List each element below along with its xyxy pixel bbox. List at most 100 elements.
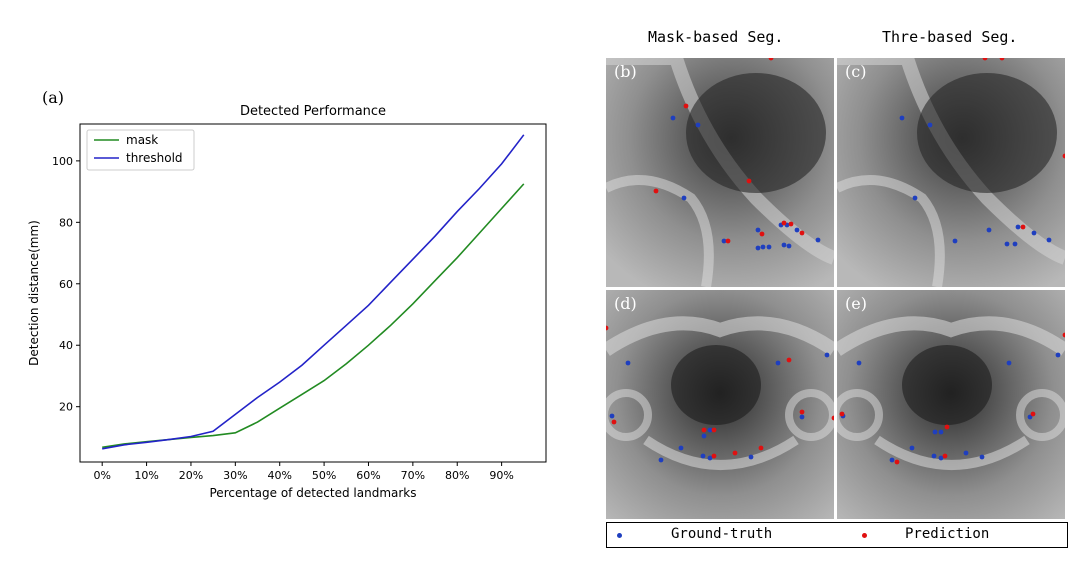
prediction-marker (942, 453, 948, 459)
ground-truth-marker (670, 115, 676, 121)
bone-contour (837, 316, 1065, 356)
ground-truth-marker (775, 360, 781, 366)
prediction-marker (786, 357, 792, 363)
chart-legend: mask threshold (86, 129, 195, 171)
ground-truth-marker (909, 445, 915, 451)
ground-truth-marker (932, 429, 938, 435)
ground-truth-marker (938, 455, 944, 461)
y-tick-label: 80 (59, 216, 73, 229)
prediction-marker (799, 230, 805, 236)
col-title-thre: Thre-based Seg. (882, 28, 1018, 46)
pelvic-cavity (686, 73, 826, 193)
panel-b-label: (b) (614, 62, 637, 81)
ground-truth-marker (899, 115, 905, 121)
x-axis-label: Percentage of detected landmarks (210, 486, 417, 500)
ground-truth-marker (938, 429, 944, 435)
bone-contour (643, 435, 799, 470)
series-lines (102, 134, 525, 450)
x-tick-label: 40% (267, 469, 291, 482)
ground-truth-marker (1015, 224, 1021, 230)
ground-truth-label: Ground-truth (671, 526, 773, 542)
ground-truth-marker (760, 244, 766, 250)
ground-truth-marker (927, 122, 933, 128)
x-tick-label: 20% (179, 469, 203, 482)
pelvic-cavity (902, 345, 992, 425)
pelvic-cavity (917, 73, 1057, 193)
ground-truth-marker (755, 227, 761, 233)
prediction-marker (788, 221, 794, 227)
ground-truth-marker (952, 238, 958, 244)
xray-panel-d: (d) (606, 290, 834, 519)
legend-label-mask: mask (126, 133, 158, 147)
prediction-marker (711, 427, 717, 433)
ground-truth-marker (1006, 360, 1012, 366)
prediction-marker (746, 178, 752, 184)
ground-truth-marker (748, 454, 754, 460)
ground-truth-marker (1012, 241, 1018, 247)
bone-contour (606, 316, 834, 356)
x-axis-ticks: 0% 10% 20% 30% 40% 50% 60% 70% 80% 90% (93, 462, 514, 482)
ground-truth-marker (766, 244, 772, 250)
ground-truth-marker (1027, 414, 1033, 420)
panel-a-label: (a) (42, 88, 65, 107)
xray-image-b (606, 58, 834, 287)
y-tick-label: 20 (59, 401, 73, 414)
prediction-marker (732, 450, 738, 456)
ground-truth-marker (963, 450, 969, 456)
prediction-marker (799, 409, 805, 415)
ground-truth-marker (815, 237, 821, 243)
xray-image-d (606, 290, 834, 519)
ground-truth-marker (1004, 241, 1010, 247)
plot-frame (79, 123, 547, 463)
y-tick-label: 60 (59, 278, 73, 291)
xray-panel-b: (b) (606, 58, 834, 287)
x-tick-label: 80% (445, 469, 469, 482)
ground-truth-marker (1055, 352, 1061, 358)
ground-truth-marker (701, 433, 707, 439)
prediction-marker (831, 415, 834, 421)
prediction-marker (711, 453, 717, 459)
line-chart: Detected Performance 0% 10% 20% 30% 40% 50% 60… (27, 104, 547, 500)
x-tick-label: 70% (401, 469, 425, 482)
prediction-marker (725, 238, 731, 244)
prediction-marker (999, 58, 1005, 61)
y-axis-ticks: 20 40 60 80 100 (52, 155, 80, 414)
chart-title: Detected Performance (240, 104, 386, 119)
ground-truth-marker (755, 245, 761, 251)
panel-c-label: (c) (845, 62, 867, 81)
ground-truth-marker (681, 195, 687, 201)
ground-truth-marker (912, 195, 918, 201)
prediction-marker (1030, 411, 1036, 417)
prediction-marker (768, 58, 774, 61)
ground-truth-marker (678, 445, 684, 451)
pelvic-cavity (671, 345, 761, 425)
xray-panel-c: (c) (837, 58, 1065, 287)
ground-truth-marker (625, 360, 631, 366)
prediction-marker (894, 459, 900, 465)
legend-label-threshold: threshold (126, 151, 183, 165)
ground-truth-marker (856, 360, 862, 366)
prediction-marker (839, 411, 845, 417)
image-legend: Ground-truth Prediction (606, 522, 1068, 548)
prediction-marker (759, 231, 765, 237)
x-tick-label: 30% (223, 469, 247, 482)
prediction-marker (611, 419, 617, 425)
ground-truth-marker (700, 453, 706, 459)
ground-truth-marker (658, 457, 664, 463)
hip-joint (1016, 389, 1065, 441)
ground-truth-marker (609, 413, 615, 419)
x-tick-label: 0% (93, 469, 110, 482)
prediction-marker (781, 220, 787, 226)
hip-joint (837, 389, 883, 441)
ground-truth-marker (707, 455, 713, 461)
x-tick-label: 50% (312, 469, 336, 482)
ground-truth-marker (889, 457, 895, 463)
bone-contour (606, 175, 714, 287)
ground-truth-marker (824, 352, 830, 358)
y-tick-label: 100 (52, 155, 73, 168)
prediction-marker (653, 188, 659, 194)
prediction-dot-icon (862, 533, 867, 538)
xray-image-e (837, 290, 1065, 519)
ground-truth-marker (799, 414, 805, 420)
x-tick-label: 10% (134, 469, 158, 482)
